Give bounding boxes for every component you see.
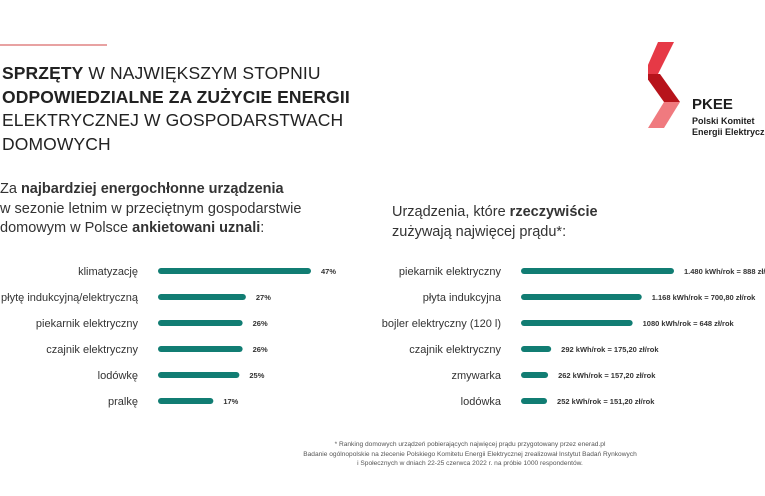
actual-category-label: czajnik elektryczny	[409, 344, 501, 356]
actual-bar	[521, 294, 642, 300]
survey-bar	[158, 398, 214, 404]
survey-category-label: czajnik elektryczny	[46, 344, 138, 356]
survey-bar	[158, 268, 311, 274]
actual-usage-subtitle: Urządzenia, które rzeczywiście zużywają …	[392, 203, 692, 242]
headline-line2: ODPOWIEDZIALNE ZA ZUŻYCIE ENERGII	[2, 86, 350, 107]
logo-shape-top	[648, 42, 674, 74]
footnote-line2: Badanie ogólnopolskie na zlecenie Polski…	[303, 450, 637, 458]
logo-name: PKEE	[692, 96, 733, 113]
headline-line1: W NAJWIĘKSZYM STOPNIU	[83, 63, 321, 83]
survey-category-label: lodówkę	[98, 370, 138, 382]
survey-value-label: 25%	[249, 371, 264, 380]
survey-value-label: 27%	[256, 293, 271, 302]
actual-category-label: piekarnik elektryczny	[399, 266, 502, 278]
actual-value-label: 262 kWh/rok = 157,20 zł/rok	[558, 371, 656, 380]
survey-subtitle-bold2: ankietowani uznali	[132, 220, 261, 236]
footnote: * Ranking domowych urządzeń pobierającyc…	[200, 440, 740, 469]
actual-value-label: 1.480 kWh/rok = 888 zł/rok	[684, 267, 765, 276]
logo-subtitle-line2: Energii Elektrycznej	[692, 127, 765, 137]
actual-category-label: płyta indukcyjna	[423, 292, 502, 304]
survey-category-label: płytę indukcyjną/elektryczną	[1, 292, 139, 304]
actual-bar	[521, 268, 674, 274]
logo-subtitle-line1: Polski Komitet	[692, 116, 755, 126]
actual-bar	[521, 398, 548, 404]
survey-category-label: klimatyzację	[78, 266, 138, 278]
survey-value-label: 17%	[223, 397, 238, 406]
survey-bar	[158, 320, 243, 326]
actual-value-label: 292 kWh/rok = 175,20 zł/rok	[561, 345, 659, 354]
survey-subtitle-part4: :	[260, 220, 265, 236]
survey-bar	[158, 294, 246, 300]
survey-value-label: 26%	[253, 319, 268, 328]
survey-bar	[158, 346, 243, 352]
actual-bar	[521, 372, 549, 378]
actual-subtitle-bold: rzeczywiście	[509, 204, 598, 220]
actual-category-label: zmywarka	[451, 370, 501, 382]
survey-subtitle: Za najbardziej energochłonne urządzenia …	[0, 180, 360, 239]
logo-shape-mid	[648, 74, 680, 102]
survey-subtitle-part3: domowym w Polsce	[0, 220, 133, 236]
actual-bar	[521, 320, 633, 326]
survey-value-label: 47%	[321, 267, 336, 276]
survey-subtitle-part2: w sezonie letnim w przeciętnym gospodars…	[0, 200, 302, 217]
survey-category-label: pralkę	[108, 396, 138, 408]
actual-value-label: 1.168 kWh/rok = 700,80 zł/rok	[652, 293, 756, 302]
survey-subtitle-bold1: najbardziej energochłonne urządzenia	[20, 181, 284, 197]
survey-subtitle-part1: Za	[0, 181, 21, 197]
footnote-line3: i Społecznych w dniach 22-25 czerwca 202…	[357, 460, 583, 467]
actual-subtitle-part2: zużywają najwięcej prądu*:	[392, 223, 567, 240]
actual-value-label: 252 kWh/rok = 151,20 zł/rok	[557, 397, 655, 406]
actual-category-label: bojler elektryczny (120 l)	[382, 318, 501, 330]
survey-bar	[158, 372, 240, 378]
headline-line3: ELEKTRYCZNEJ W GOSPODARSTWACH	[2, 110, 344, 130]
actual-category-label: lodówka	[461, 396, 502, 408]
survey-value-label: 26%	[253, 345, 268, 354]
headline-bold-word: SPRZĘTY	[2, 63, 84, 83]
pkee-logo-icon	[648, 42, 680, 128]
survey-category-label: piekarnik elektryczny	[36, 318, 139, 330]
accent-line	[0, 44, 107, 46]
logo-subtitle: Polski Komitet Energii Elektrycznej	[692, 116, 765, 138]
actual-bar	[521, 346, 552, 352]
footnote-line1: * Ranking domowych urządzeń pobierającyc…	[334, 441, 606, 448]
headline: SPRZĘTY W NAJWIĘKSZYM STOPNIU ODPOWIEDZI…	[2, 62, 392, 156]
actual-subtitle-part1: Urządzenia, które	[392, 204, 510, 220]
logo-shape-bottom	[648, 102, 680, 128]
actual-value-label: 1080 kWh/rok = 648 zł/rok	[643, 319, 735, 328]
headline-line4: DOMOWYCH	[2, 133, 111, 154]
